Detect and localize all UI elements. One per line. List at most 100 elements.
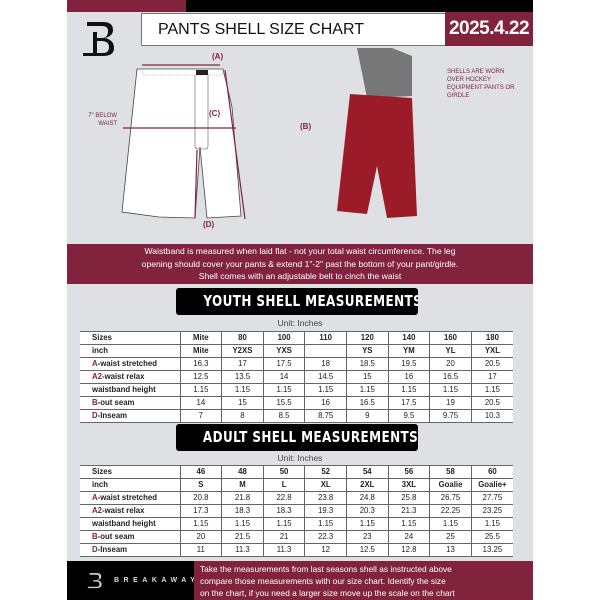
footer-brand-block: BREAKAWAY xyxy=(67,561,195,600)
table-cell: 14 xyxy=(262,370,305,384)
table-cell: 1.15 xyxy=(262,383,305,397)
table-cell: 8.5 xyxy=(262,409,305,423)
row-label: Sizes xyxy=(80,331,181,345)
table-cell: 58 xyxy=(429,465,472,479)
table-cell: 16.3 xyxy=(179,357,222,371)
table-row: A-waist stretched 16.3 17 17.5 18 18.5 19.5 20 2… xyxy=(80,357,513,371)
table-cell: 19 xyxy=(429,396,472,410)
measure-name: -waist relax xyxy=(101,372,145,381)
table-cell: 17.3 xyxy=(179,504,222,518)
table-row: D-Inseam 7 8 8.5 8.75 9 9.5 9.75 10.3 xyxy=(80,409,513,423)
table-cell: 27.75 xyxy=(470,491,513,505)
table-cell: 80 xyxy=(221,331,264,345)
table-cell: 8 xyxy=(221,409,264,423)
label-a: (A) xyxy=(212,52,224,61)
table-cell: 46 xyxy=(179,465,222,479)
table-row: B-out seam 20 21.5 21 22.3 23 24 25 25.5 xyxy=(80,530,513,544)
table-row: waistband height 1.15 1.15 1.15 1.15 1.15 1.15… xyxy=(80,383,513,397)
adult-unit-label: Unit: Inches xyxy=(277,453,323,463)
table-cell: 8.75 xyxy=(304,409,347,423)
table-row: A-waist stretched 20.8 21.8 22.8 23.8 24.8 25.… xyxy=(80,491,513,505)
footer-line: on the chart, if you need a larger size … xyxy=(200,588,455,598)
table-cell: 9.75 xyxy=(429,409,472,423)
table-row: Sizes Mite 80 100 110 120 140 160 180 xyxy=(80,331,513,345)
table-cell: 54 xyxy=(345,465,389,479)
table-cell: 1.15 xyxy=(429,517,472,531)
measure-name: -out seam xyxy=(97,532,135,541)
table-cell: 13.25 xyxy=(470,543,513,557)
row-label: A-waist stretched xyxy=(80,491,181,505)
youth-size-table: Sizes Mite 80 100 110 120 140 160 180 inch Mite Y2X… xyxy=(80,331,513,423)
table-cell: 21.8 xyxy=(221,491,264,505)
table-cell: 9 xyxy=(345,409,389,423)
table-cell: 1.15 xyxy=(262,517,305,531)
table-cell: 12.5 xyxy=(345,543,389,557)
table-cell: 15 xyxy=(221,396,264,410)
table-cell: 160 xyxy=(429,331,472,345)
table-cell: 14.5 xyxy=(304,370,347,384)
measure-name: -Inseam xyxy=(97,545,128,554)
youth-section-title: YOUTH SHELL MEASUREMENTS xyxy=(176,288,418,315)
table-cell: 20.5 xyxy=(470,357,513,371)
table-cell: 13.5 xyxy=(221,370,264,384)
table-cell: 11 xyxy=(179,543,222,557)
row-label: A-waist stretched xyxy=(80,357,181,371)
table-row: inch Mite Y2XS YXS YS YM YL YXL xyxy=(80,344,513,358)
measure-letter: B xyxy=(92,398,98,407)
table-cell: 1.15 xyxy=(179,517,222,531)
table-cell: M xyxy=(221,478,264,492)
table-cell: 16.5 xyxy=(429,370,472,384)
row-label: A2-waist relax xyxy=(80,370,181,384)
row-label: D-Inseam xyxy=(80,409,181,423)
table-cell: 17 xyxy=(470,370,513,384)
table-cell: 1.15 xyxy=(304,383,347,397)
table-cell: 7 xyxy=(179,409,222,423)
table-row: A2-waist relax 17.3 18.3 18.3 19.3 20.3 21.3 22… xyxy=(80,504,513,518)
row-label: B-out seam xyxy=(80,530,181,544)
diagram-area: (A) (C) (B) (D) 7" BELOW WAIST SHELLS AR… xyxy=(67,46,533,242)
measure-name: inch xyxy=(92,346,109,355)
table-cell: 20.8 xyxy=(179,491,222,505)
table-cell: S xyxy=(179,478,222,492)
table-row: Sizes 46 48 50 52 54 56 58 60 xyxy=(80,465,513,479)
table-cell: 1.15 xyxy=(345,517,389,531)
table-cell: 19.5 xyxy=(387,357,430,371)
table-cell: 22.8 xyxy=(262,491,305,505)
table-cell: Goalie+ xyxy=(470,478,513,492)
measure-name: Sizes xyxy=(92,467,112,476)
table-cell: XL xyxy=(304,478,347,492)
table-cell: YXL xyxy=(470,344,513,358)
label-c: (C) xyxy=(209,109,221,118)
table-cell: 23.8 xyxy=(304,491,347,505)
top-accent-bar xyxy=(67,0,186,12)
row-label: A2-waist relax xyxy=(80,504,181,518)
label-b: (B) xyxy=(300,122,312,131)
measure-name: waistband height xyxy=(92,519,156,528)
adult-size-table: Sizes 46 48 50 52 54 56 58 60 inch S M L XL 2XL 3XL Goal… xyxy=(80,465,513,557)
row-label: inch xyxy=(80,478,181,492)
footer-line: Take the measurements from last seasons … xyxy=(200,564,452,574)
measuring-instructions-banner: Waistband is measured when laid flat - n… xyxy=(67,244,533,284)
banner-line: opening should cover your pants & extend… xyxy=(141,258,459,269)
table-cell: 120 xyxy=(345,331,389,345)
c-measure-note: 7" BELOW WAIST xyxy=(88,113,117,127)
table-row: inch S M L XL 2XL 3XL Goalie Goalie+ xyxy=(80,478,513,492)
breakaway-logo-icon xyxy=(87,573,102,589)
table-cell: 20 xyxy=(429,357,472,371)
table-cell: 1.15 xyxy=(221,517,264,531)
table-cell: 25.5 xyxy=(470,530,513,544)
measure-name: -waist stretched xyxy=(97,493,158,502)
table-cell: 15 xyxy=(345,370,389,384)
table-cell: Mite xyxy=(179,331,222,345)
table-cell: 19.3 xyxy=(304,504,347,518)
table-cell: YS xyxy=(345,344,389,358)
table-cell: 18.3 xyxy=(221,504,264,518)
table-cell: 21 xyxy=(262,530,305,544)
table-cell: 1.15 xyxy=(387,517,430,531)
youth-unit-label: Unit: Inches xyxy=(277,318,323,328)
table-cell: Y2XS xyxy=(221,344,264,358)
table-cell: 18.3 xyxy=(262,504,305,518)
table-cell: 12.5 xyxy=(179,370,222,384)
table-cell: 24.8 xyxy=(345,491,389,505)
measure-letter: A xyxy=(92,359,98,368)
